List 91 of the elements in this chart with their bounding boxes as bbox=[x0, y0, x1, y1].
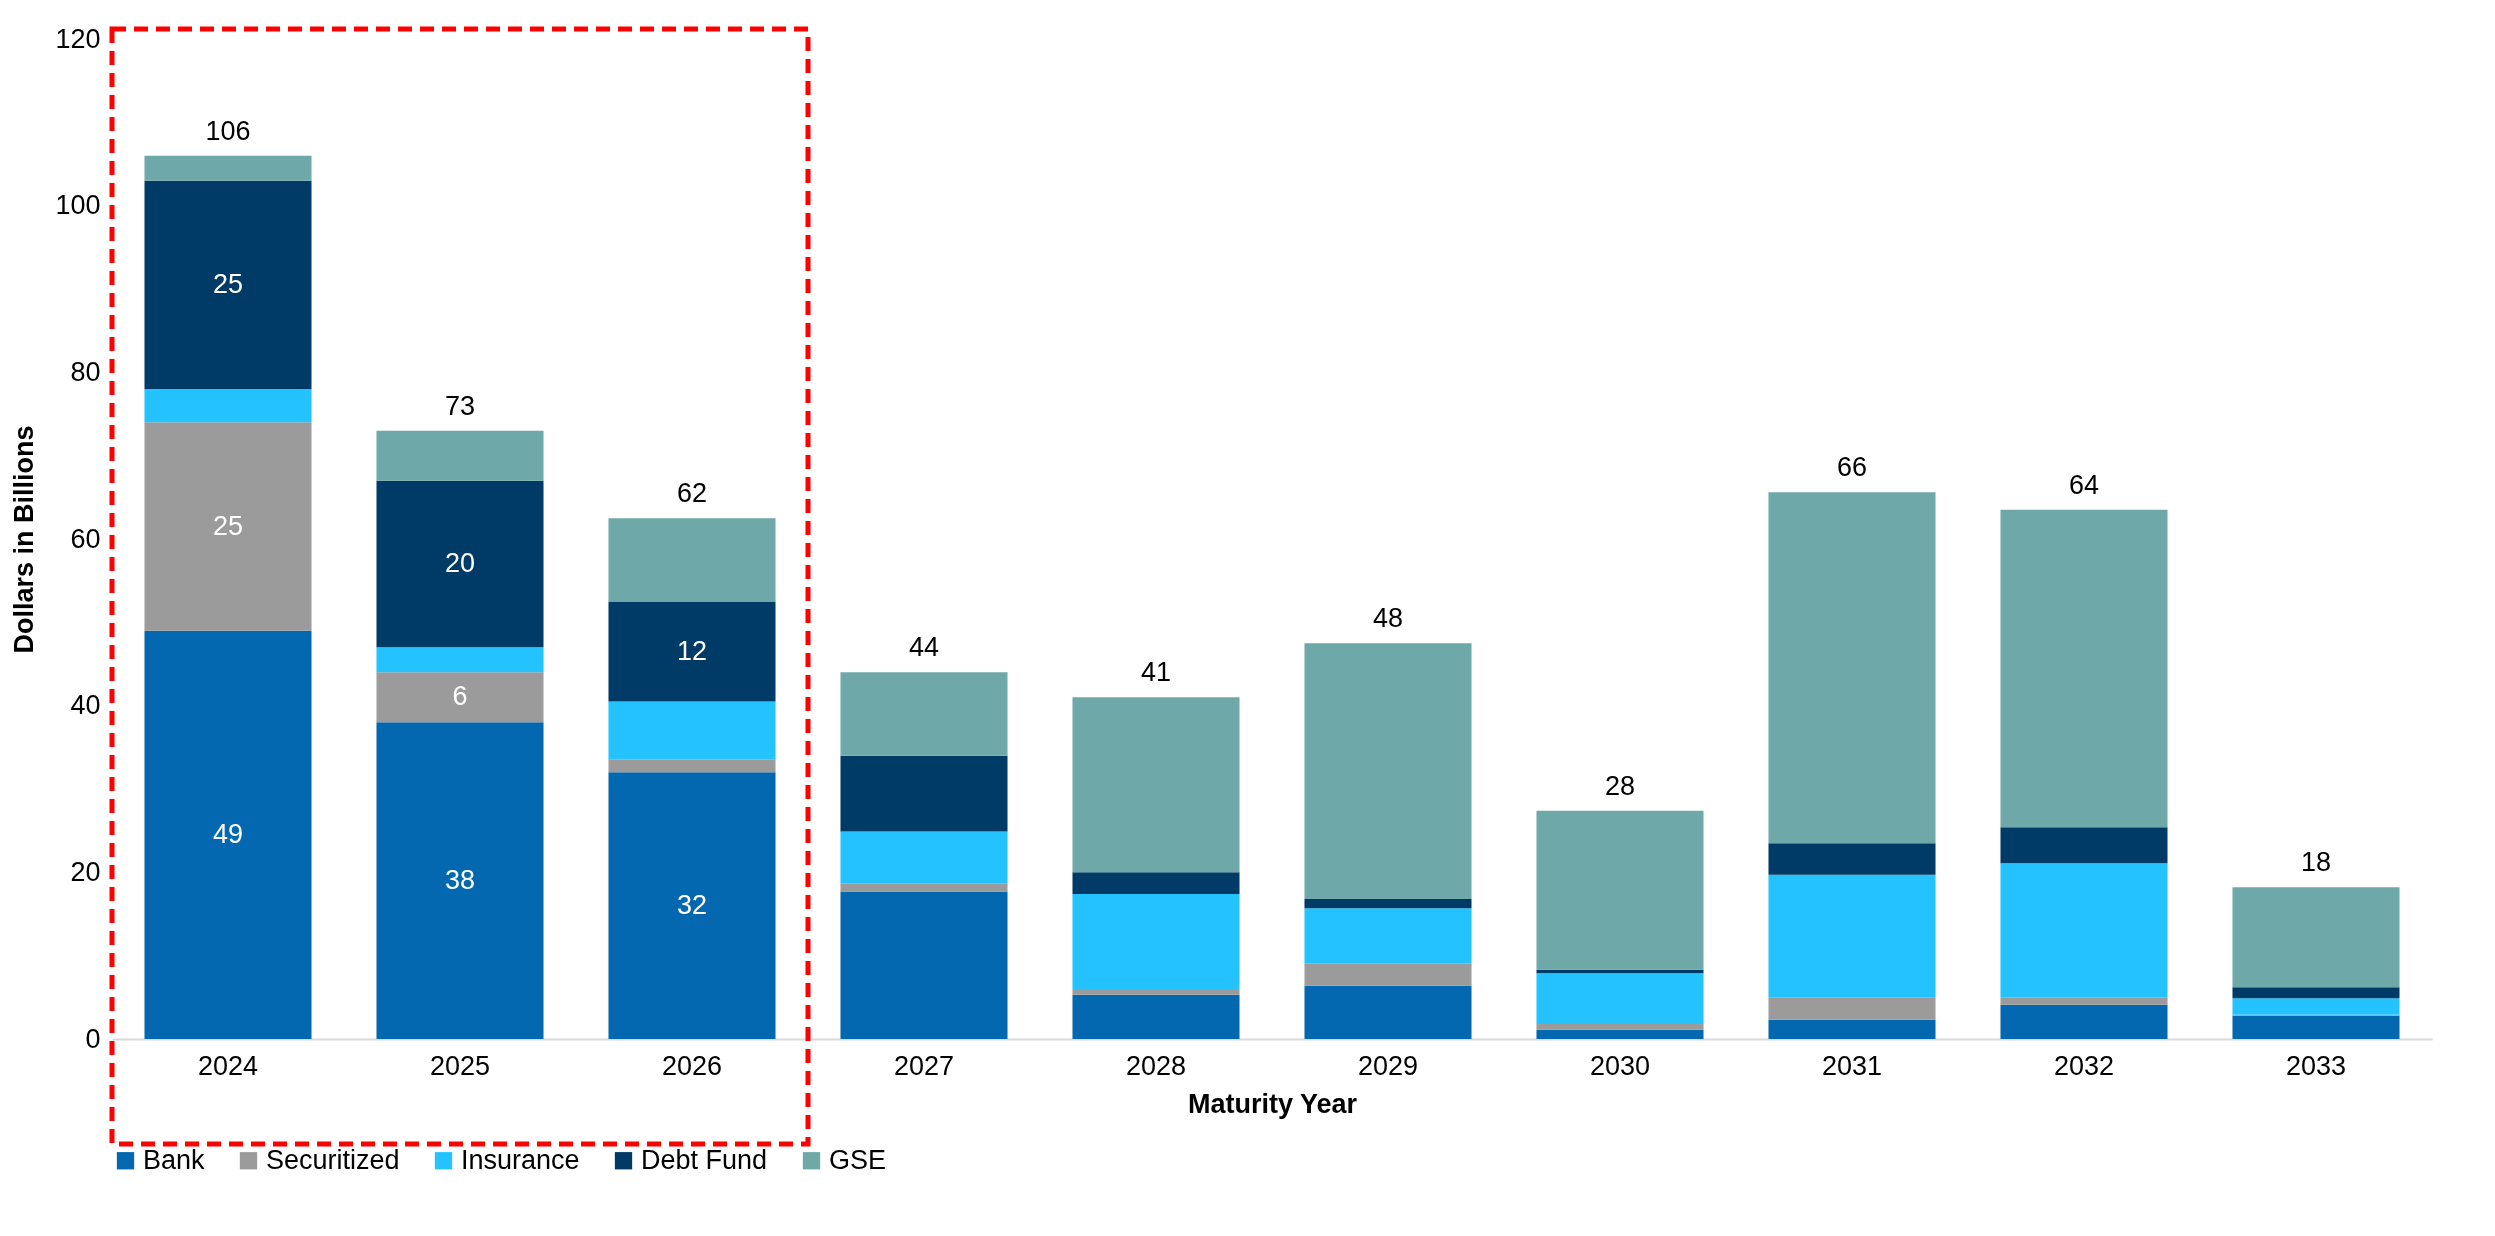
total-label: 73 bbox=[444, 390, 476, 421]
bar bbox=[840, 891, 1008, 1039]
bar bbox=[1072, 894, 1240, 989]
x-tick-label: 2032 bbox=[2053, 1050, 2115, 1081]
data-label: 6 bbox=[452, 681, 468, 712]
data-label: 12 bbox=[676, 635, 708, 666]
bar bbox=[2232, 1015, 2400, 1039]
total-label: 44 bbox=[908, 632, 940, 663]
bar bbox=[608, 772, 776, 1039]
total-label: 18 bbox=[2300, 847, 2332, 878]
bar bbox=[840, 831, 1008, 884]
bar bbox=[144, 630, 312, 1039]
bar bbox=[2232, 998, 2400, 1015]
y-tick-label: 120 bbox=[55, 23, 101, 54]
bar bbox=[376, 647, 544, 673]
x-tick-label: 2029 bbox=[1357, 1050, 1419, 1081]
total-label: 62 bbox=[676, 478, 708, 509]
bar bbox=[1536, 973, 1704, 1024]
bar bbox=[1768, 1019, 1936, 1039]
x-tick-label: 2033 bbox=[2285, 1050, 2347, 1081]
y-tick-label: 60 bbox=[70, 523, 101, 554]
bar bbox=[2232, 887, 2400, 988]
x-tick-label: 2026 bbox=[661, 1050, 723, 1081]
bar bbox=[1304, 963, 1472, 986]
bar bbox=[1536, 810, 1704, 970]
bar bbox=[376, 480, 544, 648]
bar bbox=[144, 422, 312, 631]
bar bbox=[1304, 985, 1472, 1039]
data-label: 32 bbox=[676, 889, 708, 920]
total-label: 41 bbox=[1140, 657, 1172, 688]
x-tick-label: 2031 bbox=[1821, 1050, 1883, 1081]
data-label: 25 bbox=[212, 510, 244, 541]
bar bbox=[376, 430, 544, 481]
bar bbox=[608, 601, 776, 702]
bar bbox=[1304, 908, 1472, 964]
bar bbox=[1768, 492, 1936, 844]
bar bbox=[1768, 874, 1936, 998]
bar bbox=[1768, 843, 1936, 875]
bar bbox=[2000, 997, 2168, 1005]
x-tick-label: 2025 bbox=[429, 1050, 491, 1081]
bar bbox=[608, 701, 776, 760]
data-label: 25 bbox=[212, 268, 244, 299]
bar bbox=[144, 180, 312, 389]
legend-label: Bank bbox=[143, 1144, 206, 1175]
bar bbox=[608, 759, 776, 773]
total-label: 106 bbox=[205, 115, 251, 146]
x-tick-label: 2024 bbox=[197, 1050, 259, 1081]
bar bbox=[1768, 997, 1936, 1020]
bar bbox=[1536, 969, 1704, 974]
bar bbox=[840, 883, 1008, 892]
x-tick-label: 2028 bbox=[1125, 1050, 1187, 1081]
data-label: 49 bbox=[212, 818, 244, 849]
y-tick-label: 0 bbox=[85, 1023, 101, 1054]
bar bbox=[144, 155, 312, 181]
total-label: 28 bbox=[1604, 770, 1636, 801]
total-label: 64 bbox=[2068, 469, 2100, 500]
bar bbox=[1304, 643, 1472, 899]
y-tick-label: 80 bbox=[70, 356, 101, 387]
bar bbox=[1304, 899, 1472, 909]
bar bbox=[2232, 987, 2400, 999]
data-label: 20 bbox=[444, 548, 476, 578]
legend-label: Securitized bbox=[266, 1144, 400, 1175]
total-label: 48 bbox=[1372, 603, 1404, 634]
bar bbox=[840, 672, 1008, 756]
x-tick-label: 2030 bbox=[1589, 1050, 1651, 1081]
bar bbox=[608, 518, 776, 602]
bar bbox=[2000, 509, 2168, 828]
data-label: 38 bbox=[444, 864, 476, 895]
x-tick-label: 2027 bbox=[893, 1050, 955, 1081]
bar bbox=[376, 722, 544, 1039]
bar bbox=[2000, 863, 2168, 998]
bar bbox=[1072, 697, 1240, 873]
y-axis-title: Dollars in Billions bbox=[9, 425, 40, 654]
bar bbox=[1072, 872, 1240, 894]
bar bbox=[144, 389, 312, 423]
bar bbox=[1536, 1024, 1704, 1030]
total-label: 66 bbox=[1836, 452, 1868, 483]
y-tick-label: 40 bbox=[70, 690, 101, 721]
y-tick-label: 100 bbox=[55, 190, 101, 221]
x-axis-title: Maturity Year bbox=[1187, 1088, 1358, 1119]
bar bbox=[840, 755, 1008, 832]
bar bbox=[1072, 989, 1240, 995]
bar bbox=[376, 672, 544, 723]
bar bbox=[2000, 1004, 2168, 1039]
bar bbox=[1536, 1029, 1704, 1039]
legend-label: Debt Fund bbox=[641, 1144, 768, 1175]
legend-label: GSE bbox=[829, 1144, 887, 1175]
y-tick-label: 20 bbox=[70, 856, 101, 887]
legend-label: Insurance bbox=[461, 1144, 580, 1175]
bar bbox=[1072, 994, 1240, 1039]
bar bbox=[2000, 827, 2168, 864]
